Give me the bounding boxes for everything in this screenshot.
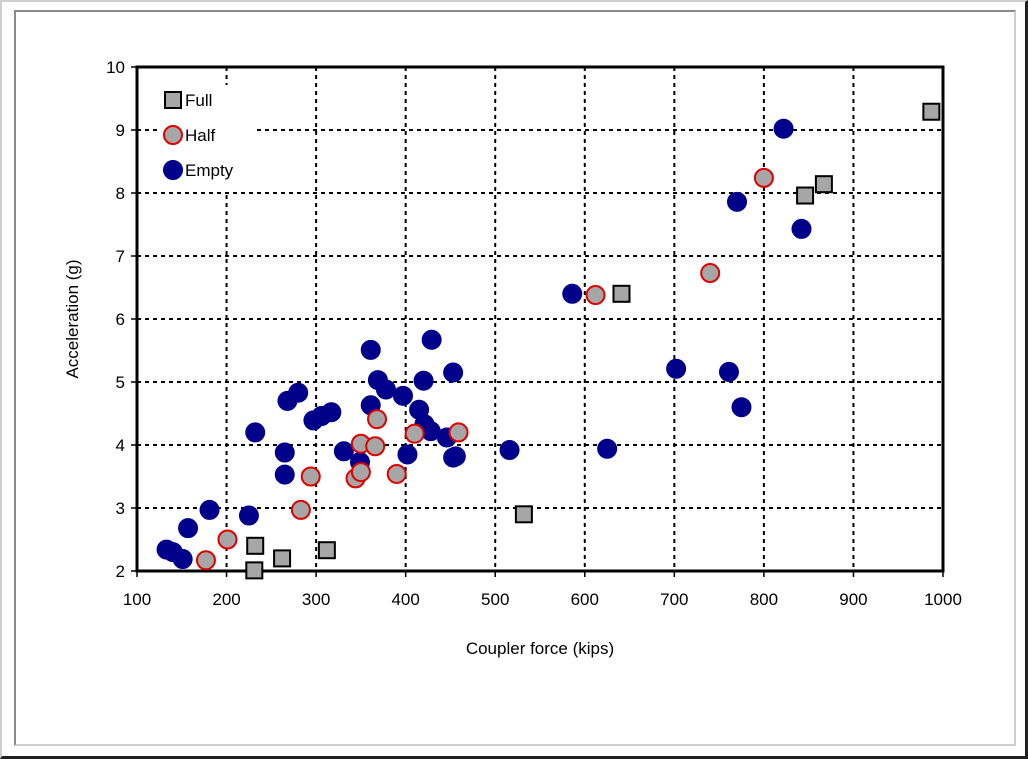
legend-marker-half: [163, 125, 183, 145]
legend-label-empty: Empty: [185, 161, 234, 180]
point-empty: [172, 549, 193, 570]
point-empty: [178, 518, 199, 539]
x-tick-label: 500: [481, 590, 509, 609]
point-empty: [666, 358, 687, 379]
point-half: [448, 422, 469, 443]
point-half: [404, 423, 425, 444]
point-empty: [445, 446, 466, 467]
legend-label-full: Full: [185, 91, 212, 110]
y-tick-label: 5: [116, 373, 125, 392]
y-tick-label: 7: [116, 247, 125, 266]
y-axis-ticks: 2 3 4 5 6 7 8 9 10: [106, 58, 137, 581]
point-half: [585, 285, 606, 306]
point-empty: [375, 379, 396, 400]
point-half: [367, 409, 388, 430]
y-tick-label: 8: [116, 184, 125, 203]
point-full: [796, 186, 815, 205]
x-tick-label: 800: [750, 590, 778, 609]
y-tick-label: 6: [116, 310, 125, 329]
point-empty: [392, 385, 413, 406]
point-empty: [360, 339, 381, 360]
y-tick-label: 4: [116, 436, 125, 455]
point-empty: [288, 382, 309, 403]
x-tick-label: 600: [571, 590, 599, 609]
legend-label-half: Half: [185, 126, 216, 145]
x-axis-title: Coupler force (kips): [466, 639, 614, 658]
legend-marker-empty: [163, 160, 183, 180]
point-empty: [443, 362, 464, 383]
point-empty: [499, 440, 520, 461]
point-full: [612, 284, 631, 303]
x-tick-label: 400: [391, 590, 419, 609]
point-empty: [274, 464, 295, 485]
data-points: [156, 102, 941, 580]
point-half: [386, 463, 407, 484]
point-full: [317, 541, 336, 560]
point-full: [245, 561, 264, 580]
point-empty: [718, 361, 739, 382]
point-full: [814, 175, 833, 194]
point-empty: [397, 444, 418, 465]
point-empty: [245, 422, 266, 443]
x-tick-label: 200: [212, 590, 240, 609]
point-empty: [333, 441, 354, 462]
y-tick-label: 2: [116, 562, 125, 581]
point-empty: [238, 505, 259, 526]
point-full: [922, 102, 941, 121]
point-half: [350, 462, 371, 483]
legend: Full Half Empty: [158, 85, 256, 191]
point-half: [300, 466, 321, 487]
point-empty: [562, 283, 583, 304]
point-half: [753, 167, 774, 188]
point-half: [195, 550, 216, 571]
point-full: [514, 505, 533, 524]
point-empty: [791, 218, 812, 239]
x-tick-label: 1000: [924, 590, 962, 609]
x-tick-label: 100: [123, 590, 151, 609]
point-half: [700, 263, 721, 284]
point-empty: [199, 499, 220, 520]
point-empty: [773, 118, 794, 139]
point-half: [217, 529, 238, 550]
point-empty: [727, 191, 748, 212]
y-tick-label: 10: [106, 58, 125, 77]
point-empty: [274, 442, 295, 463]
point-full: [246, 536, 265, 555]
point-half: [290, 499, 311, 520]
x-tick-label: 700: [660, 590, 688, 609]
y-tick-label: 9: [116, 121, 125, 140]
point-empty: [421, 329, 442, 350]
grid-lines: [137, 67, 943, 571]
x-tick-label: 300: [302, 590, 330, 609]
y-tick-label: 3: [116, 499, 125, 518]
x-axis-ticks: 100 200 300 400 500 600 700 800 900 1000: [123, 571, 962, 609]
y-axis-title: Acceleration (g): [63, 259, 82, 378]
point-empty: [597, 438, 618, 459]
point-empty: [731, 397, 752, 418]
point-half: [365, 436, 386, 457]
point-empty: [321, 402, 342, 423]
point-full: [273, 549, 292, 568]
x-tick-label: 900: [839, 590, 867, 609]
legend-marker-full: [164, 91, 182, 109]
point-empty: [413, 370, 434, 391]
